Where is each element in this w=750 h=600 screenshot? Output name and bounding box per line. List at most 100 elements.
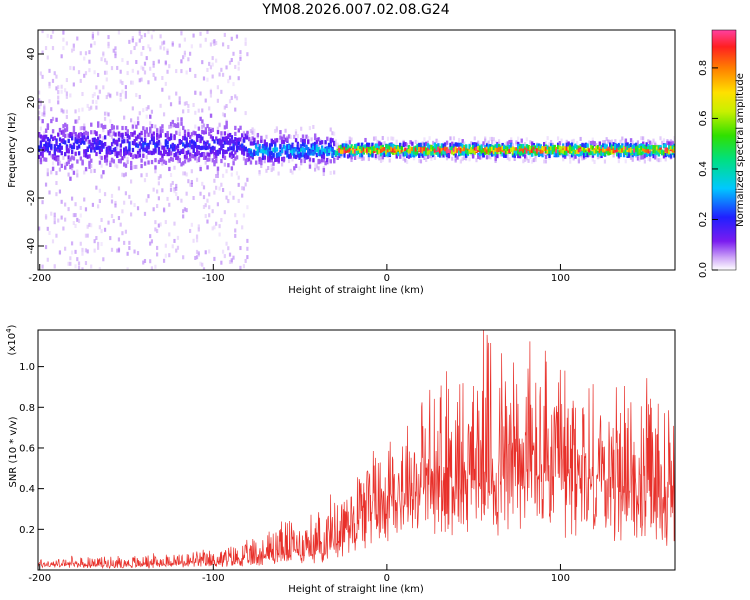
spectrogram-cell: [91, 99, 95, 104]
spectrogram-cell: [121, 172, 124, 177]
spectrogram-cell: [126, 60, 129, 65]
spectrogram-cell: [142, 126, 145, 131]
spectrogram-cell: [280, 139, 284, 145]
spectrogram-cell: [180, 121, 183, 126]
spectrogram-cell: [374, 136, 377, 141]
spectrogram-cell: [246, 246, 249, 251]
spectrogram-cell: [648, 145, 652, 150]
spectrogram-cell: [366, 142, 369, 147]
spectrogram-cell: [579, 148, 582, 154]
spectrogram-cell: [67, 133, 70, 138]
spectrogram-cell: [286, 149, 289, 154]
spectrogram-cell: [215, 136, 218, 141]
spectrogram-cell: [110, 66, 114, 71]
spectrogram-cell: [215, 156, 218, 161]
spectrogram-x-ticks: -200 -100 0 100: [28, 264, 570, 284]
spectrogram-cell: [305, 145, 308, 151]
spectrogram-cell: [228, 191, 232, 196]
spectrogram-cell: [610, 139, 613, 144]
spectrogram-cell: [145, 172, 148, 177]
spectrogram-cell: [55, 117, 58, 122]
spectrogram-cell: [456, 142, 459, 147]
spectrogram-cell: [150, 266, 154, 270]
spectrogram-cell: [64, 140, 67, 145]
spectrogram-cell: [293, 134, 296, 139]
spectrogram-cell: [350, 137, 353, 142]
spectrogram-cell: [145, 114, 148, 119]
spectrogram-cell: [414, 150, 418, 155]
spectrogram-cell: [79, 138, 83, 143]
spectrogram-cell: [577, 159, 581, 164]
spectrogram-cell: [183, 50, 186, 55]
spectrogram-cell: [105, 158, 109, 163]
spectrogram-cell: [390, 136, 393, 141]
spectrogram-cell: [62, 226, 65, 231]
spectrogram-cell: [471, 149, 475, 154]
spectrogram-cell: [190, 182, 193, 187]
spectrogram-cell: [109, 132, 112, 137]
spectrogram-cell: [128, 240, 131, 245]
spectrogram-cell: [289, 168, 292, 173]
spectrogram-cell: [38, 90, 41, 95]
spectrogram-cell: [334, 139, 338, 144]
spectrogram-cell: [244, 111, 247, 116]
spectrogram-cell: [119, 79, 122, 84]
spectrogram-cell: [307, 139, 310, 144]
spectrogram-cell: [388, 151, 392, 157]
spectrogram-cell: [194, 124, 197, 129]
spectrogram-cell: [215, 221, 218, 226]
spectrogram-cell: [558, 141, 562, 146]
spectrogram-cell: [91, 34, 95, 39]
spectrogram-cell: [164, 81, 167, 86]
spectrogram-cell: [659, 136, 662, 141]
spectrogram-cell: [173, 165, 176, 170]
spectrogram-cell: [319, 140, 322, 145]
spectrogram-cell: [491, 139, 494, 144]
spectrogram-cell: [464, 144, 468, 149]
spectrogram-cell: [157, 223, 160, 228]
spectrogram-cell: [241, 225, 244, 230]
spectrogram-cell: [320, 154, 324, 159]
spectrogram-cell: [185, 150, 188, 156]
spectrogram-cell: [517, 136, 520, 141]
spectrogram-cell: [152, 30, 155, 33]
spectrogram-cell: [234, 228, 237, 233]
spectrogram-cell: [449, 149, 452, 154]
spectrogram-cell: [381, 136, 384, 141]
spectrogram-cell: [576, 141, 579, 146]
spectrogram-cell: [572, 138, 575, 143]
snr-scale-exponent: 4: [5, 328, 13, 333]
spectrogram-cell: [366, 148, 369, 153]
spectrogram-cell: [440, 148, 444, 153]
spectrogram-cell: [596, 145, 600, 150]
spectrogram-cell: [593, 141, 596, 146]
spectrogram-cell: [123, 200, 126, 205]
spectrogram-cell: [548, 150, 551, 155]
spectrogram-cell: [213, 146, 216, 151]
spectrogram-cell: [629, 155, 633, 160]
spectrogram-cell: [635, 152, 638, 157]
spectrogram-cell: [157, 176, 160, 181]
spectrogram-cell: [169, 187, 173, 192]
spectrogram-cell: [652, 153, 655, 159]
spectrogram-cell: [65, 124, 69, 129]
spectrogram-cell: [395, 148, 398, 153]
spectrogram-cell: [503, 149, 506, 154]
spectrogram-cell: [227, 199, 230, 204]
spectrogram-cell: [83, 73, 86, 78]
spectrogram-cell: [230, 166, 234, 171]
spectrogram-cell: [461, 143, 464, 148]
spectrogram-cell: [74, 202, 77, 207]
spectrogram-cell: [51, 30, 55, 34]
spectrogram-cell: [95, 145, 98, 150]
spectrogram-cell: [537, 146, 541, 151]
spectrogram-cell: [640, 146, 643, 151]
spectrogram-cell: [41, 200, 44, 205]
spectrogram-cell: [117, 151, 121, 156]
snr-series-line: [38, 330, 675, 570]
spectrogram-cell: [270, 150, 273, 156]
spectrogram-cell: [183, 37, 186, 42]
spectrogram-cell: [114, 146, 117, 152]
spectrogram-cell: [404, 152, 407, 157]
spectrogram-cell: [503, 144, 506, 149]
